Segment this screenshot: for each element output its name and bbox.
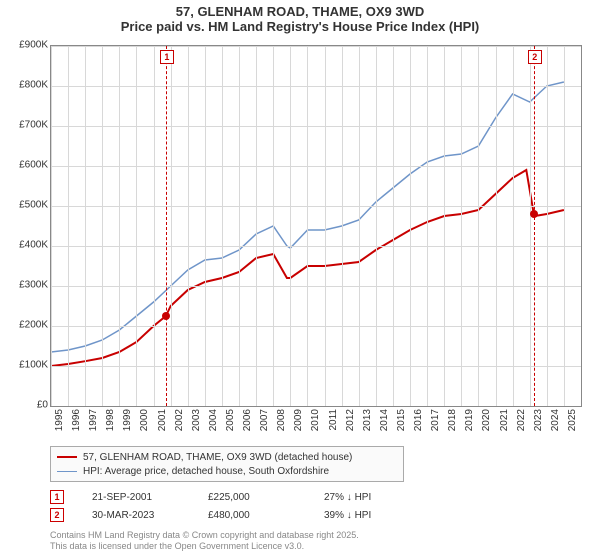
y-tick-label: £0 bbox=[0, 400, 48, 411]
sale-delta: 27% ↓ HPI bbox=[324, 492, 412, 503]
x-tick-label: 2005 bbox=[225, 409, 236, 431]
legend-swatch bbox=[57, 471, 77, 472]
x-tick-label: 2020 bbox=[481, 409, 492, 431]
x-tick-label: 2021 bbox=[499, 409, 510, 431]
x-tick-label: 2010 bbox=[310, 409, 321, 431]
sale-marker-line bbox=[166, 46, 167, 406]
x-tick-label: 2024 bbox=[550, 409, 561, 431]
x-tick-label: 1999 bbox=[122, 409, 133, 431]
sale-badge-icon: 2 bbox=[50, 508, 64, 522]
legend: 57, GLENHAM ROAD, THAME, OX9 3WD (detach… bbox=[50, 446, 404, 482]
attribution-line: Contains HM Land Registry data © Crown c… bbox=[50, 530, 359, 541]
legend-item: 57, GLENHAM ROAD, THAME, OX9 3WD (detach… bbox=[57, 450, 397, 464]
legend-label: HPI: Average price, detached house, Sout… bbox=[83, 466, 329, 477]
x-tick-label: 1997 bbox=[88, 409, 99, 431]
y-tick-label: £200K bbox=[0, 320, 48, 331]
x-tick-label: 2006 bbox=[242, 409, 253, 431]
plot-area: 12 bbox=[50, 45, 582, 407]
sale-marker-badge: 1 bbox=[160, 50, 174, 64]
attribution: Contains HM Land Registry data © Crown c… bbox=[50, 530, 359, 552]
x-tick-label: 2023 bbox=[533, 409, 544, 431]
chart-title: 57, GLENHAM ROAD, THAME, OX9 3WD Price p… bbox=[0, 0, 600, 34]
y-tick-label: £800K bbox=[0, 80, 48, 91]
sales-row: 1 21-SEP-2001 £225,000 27% ↓ HPI bbox=[50, 488, 412, 506]
x-tick-label: 1998 bbox=[105, 409, 116, 431]
sales-table: 1 21-SEP-2001 £225,000 27% ↓ HPI 2 30-MA… bbox=[50, 488, 412, 524]
sale-delta: 39% ↓ HPI bbox=[324, 510, 412, 521]
legend-label: 57, GLENHAM ROAD, THAME, OX9 3WD (detach… bbox=[83, 452, 352, 463]
sale-date: 30-MAR-2023 bbox=[92, 510, 180, 521]
x-tick-label: 2022 bbox=[516, 409, 527, 431]
sale-marker-badge: 2 bbox=[528, 50, 542, 64]
x-tick-label: 2016 bbox=[413, 409, 424, 431]
x-tick-label: 2013 bbox=[362, 409, 373, 431]
sale-price: £480,000 bbox=[208, 510, 296, 521]
x-tick-label: 2012 bbox=[345, 409, 356, 431]
y-tick-label: £900K bbox=[0, 40, 48, 51]
x-tick-label: 2017 bbox=[430, 409, 441, 431]
x-tick-label: 1995 bbox=[54, 409, 65, 431]
x-tick-label: 2003 bbox=[191, 409, 202, 431]
x-tick-label: 2004 bbox=[208, 409, 219, 431]
title-line-1: 57, GLENHAM ROAD, THAME, OX9 3WD bbox=[0, 4, 600, 19]
x-tick-label: 1996 bbox=[71, 409, 82, 431]
x-tick-label: 2009 bbox=[293, 409, 304, 431]
x-tick-label: 2019 bbox=[464, 409, 475, 431]
legend-swatch bbox=[57, 456, 77, 458]
x-tick-label: 2007 bbox=[259, 409, 270, 431]
x-tick-label: 2018 bbox=[447, 409, 458, 431]
sale-marker-line bbox=[534, 46, 535, 406]
x-tick-label: 2008 bbox=[276, 409, 287, 431]
y-tick-label: £400K bbox=[0, 240, 48, 251]
legend-item: HPI: Average price, detached house, Sout… bbox=[57, 464, 397, 478]
chart-root: 57, GLENHAM ROAD, THAME, OX9 3WD Price p… bbox=[0, 0, 600, 560]
y-tick-label: £100K bbox=[0, 360, 48, 371]
x-tick-label: 2002 bbox=[174, 409, 185, 431]
y-tick-label: £600K bbox=[0, 160, 48, 171]
sale-marker-dot bbox=[162, 312, 170, 320]
sale-badge-icon: 1 bbox=[50, 490, 64, 504]
sales-row: 2 30-MAR-2023 £480,000 39% ↓ HPI bbox=[50, 506, 412, 524]
y-tick-label: £500K bbox=[0, 200, 48, 211]
sale-marker-dot bbox=[530, 210, 538, 218]
title-line-2: Price paid vs. HM Land Registry's House … bbox=[0, 19, 600, 34]
x-tick-label: 2025 bbox=[567, 409, 578, 431]
sale-price: £225,000 bbox=[208, 492, 296, 503]
series-svg bbox=[51, 46, 581, 406]
x-tick-label: 2000 bbox=[139, 409, 150, 431]
x-tick-label: 2001 bbox=[157, 409, 168, 431]
sale-date: 21-SEP-2001 bbox=[92, 492, 180, 503]
x-tick-label: 2014 bbox=[379, 409, 390, 431]
y-tick-label: £300K bbox=[0, 280, 48, 291]
attribution-line: This data is licensed under the Open Gov… bbox=[50, 541, 359, 552]
y-tick-label: £700K bbox=[0, 120, 48, 131]
x-tick-label: 2015 bbox=[396, 409, 407, 431]
x-tick-label: 2011 bbox=[328, 409, 339, 431]
